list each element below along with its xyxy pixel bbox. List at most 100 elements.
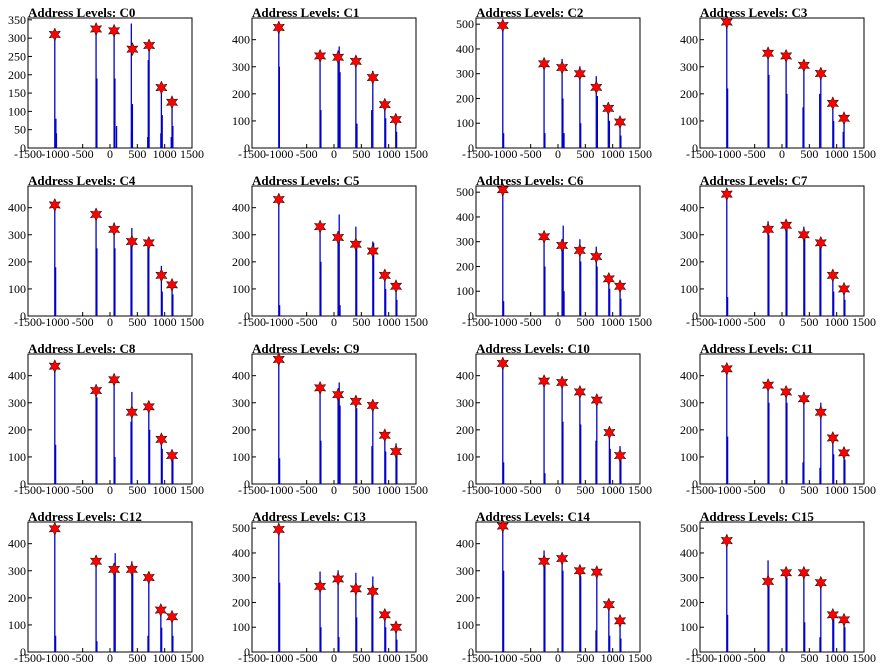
chart-plot: 0 100 200 300 400 -1500 -1000 -500 0 500 1000 1500 <box>8 185 204 329</box>
y-tick-label: 100 <box>8 618 26 632</box>
chart-panel: 0 100 200 300 400 -1500 -1000 -500 0 500 1000 1500 A… <box>672 168 896 336</box>
y-tick-label: 400 <box>680 33 698 47</box>
y-tick-label: 100 <box>232 282 250 296</box>
x-tick-label: -1000 <box>713 483 741 497</box>
peak-marker <box>165 277 179 293</box>
x-tick-label: 1500 <box>404 651 428 665</box>
x-tick-label: -500 <box>744 147 766 161</box>
y-tick-label: 100 <box>680 114 698 128</box>
peak-marker <box>837 612 851 627</box>
peak-marker <box>378 268 392 283</box>
y-tick-label: 0 <box>468 309 474 323</box>
peak-marker <box>573 243 587 258</box>
peak-marker <box>826 268 840 283</box>
chart-title: Address Levels: C10 <box>476 341 590 356</box>
peak-marker <box>349 394 363 409</box>
y-tick-label: 100 <box>8 450 26 464</box>
x-tick-label: -1500 <box>14 651 42 665</box>
x-tick-label: -1000 <box>41 147 69 161</box>
peak-marker <box>272 352 285 367</box>
y-tick-label: 300 <box>232 228 250 242</box>
plot-frame <box>27 353 193 485</box>
x-tick-label: 1500 <box>404 147 428 161</box>
y-tick-label: 200 <box>456 591 474 605</box>
x-tick-label: 1000 <box>153 315 177 329</box>
y-tick-label: 100 <box>8 282 26 296</box>
chart-plot: 0 100 200 300 400 500 -1500 -1000 -500 0 500 1000 15… <box>680 521 876 665</box>
peak-marker <box>814 66 827 81</box>
peak-marker <box>602 597 616 612</box>
x-tick-label: 0 <box>331 483 337 497</box>
y-tick-label: 300 <box>680 571 698 585</box>
x-tick-label: -1500 <box>238 147 266 161</box>
x-tick-label: -500 <box>72 651 94 665</box>
x-tick-label: -1500 <box>462 147 490 161</box>
x-tick-label: 1500 <box>852 483 876 497</box>
y-tick-label: 100 <box>456 116 474 130</box>
x-tick-label: 0 <box>107 651 113 665</box>
plot-frame <box>475 353 641 485</box>
plot-frame <box>251 17 417 149</box>
peak-marker <box>720 361 733 377</box>
chart-title: Address Levels: C14 <box>476 509 590 524</box>
x-tick-label: -1500 <box>14 483 42 497</box>
x-tick-label: 500 <box>352 483 370 497</box>
x-tick-label: 500 <box>576 651 594 665</box>
x-tick-label: 1000 <box>377 651 401 665</box>
peak-marker <box>331 50 345 65</box>
chart-title: Address Levels: C7 <box>700 173 808 188</box>
peak-marker <box>797 58 811 73</box>
x-tick-label: -500 <box>296 651 318 665</box>
chart-title: Address Levels: C0 <box>28 5 136 20</box>
chart-title: Address Levels: C11 <box>700 341 814 356</box>
peak-marker <box>555 551 569 566</box>
x-tick-label: -1500 <box>462 315 490 329</box>
peak-marker <box>48 27 61 42</box>
x-tick-label: 1500 <box>628 315 652 329</box>
x-tick-label: -500 <box>744 315 766 329</box>
y-tick-label: 300 <box>8 396 26 410</box>
peak-marker <box>313 219 327 234</box>
x-tick-label: -1000 <box>265 483 293 497</box>
y-tick-label: 0 <box>244 645 250 659</box>
y-tick-label: 100 <box>232 114 250 128</box>
peak-marker <box>142 570 155 585</box>
x-tick-label: 1500 <box>852 315 876 329</box>
peak-marker <box>555 238 569 253</box>
chart-title: Address Levels: C1 <box>252 5 360 20</box>
y-tick-label: 50 <box>14 123 26 137</box>
plot-frame <box>475 521 641 653</box>
peak-marker <box>389 620 403 635</box>
x-tick-label: 0 <box>779 483 785 497</box>
peak-marker <box>613 448 627 463</box>
y-tick-label: 300 <box>456 235 474 249</box>
peak-marker <box>366 243 379 259</box>
chart-plot: 0 100 200 300 400 -1500 -1000 -500 0 500 1000 1500 <box>8 521 204 665</box>
chart-panel: 0 100 200 300 400 -1500 -1000 -500 0 500 1000 1500 A… <box>448 504 672 672</box>
x-tick-label: -500 <box>72 315 94 329</box>
peak-marker <box>555 375 569 390</box>
peak-marker <box>89 554 103 569</box>
chart-panel: 0 100 200 300 400 -1500 -1000 -500 0 500 1000 1500 A… <box>224 0 448 168</box>
y-tick-label: 350 <box>8 13 26 27</box>
peak-marker <box>272 522 285 537</box>
peak-marker <box>537 56 551 71</box>
y-tick-label: 0 <box>692 645 698 659</box>
peak-marker <box>48 521 61 536</box>
plot-frame <box>475 17 641 149</box>
peak-marker <box>48 359 61 374</box>
x-tick-label: 1500 <box>852 147 876 161</box>
y-tick-label: 200 <box>232 595 250 609</box>
chart-plot: 0 100 200 300 400 500 -1500 -1000 -500 0 500 1000 15… <box>456 182 652 329</box>
chart-panel: 0 100 200 300 400 500 -1500 -1000 -500 0 500 1000 15… <box>672 504 896 672</box>
y-tick-label: 300 <box>680 228 698 242</box>
x-tick-label: 500 <box>576 147 594 161</box>
x-tick-label: 0 <box>555 483 561 497</box>
x-tick-label: 0 <box>555 315 561 329</box>
chart-plot: 0 100 200 300 400 -1500 -1000 -500 0 500 1000 1500 <box>232 352 428 497</box>
peak-marker <box>126 41 139 57</box>
chart-panel: 0 100 200 300 400 -1500 -1000 -500 0 500 1000 1500 A… <box>672 0 896 168</box>
x-tick-label: -500 <box>72 147 94 161</box>
x-tick-label: -1000 <box>489 483 517 497</box>
x-tick-label: 1000 <box>825 147 849 161</box>
